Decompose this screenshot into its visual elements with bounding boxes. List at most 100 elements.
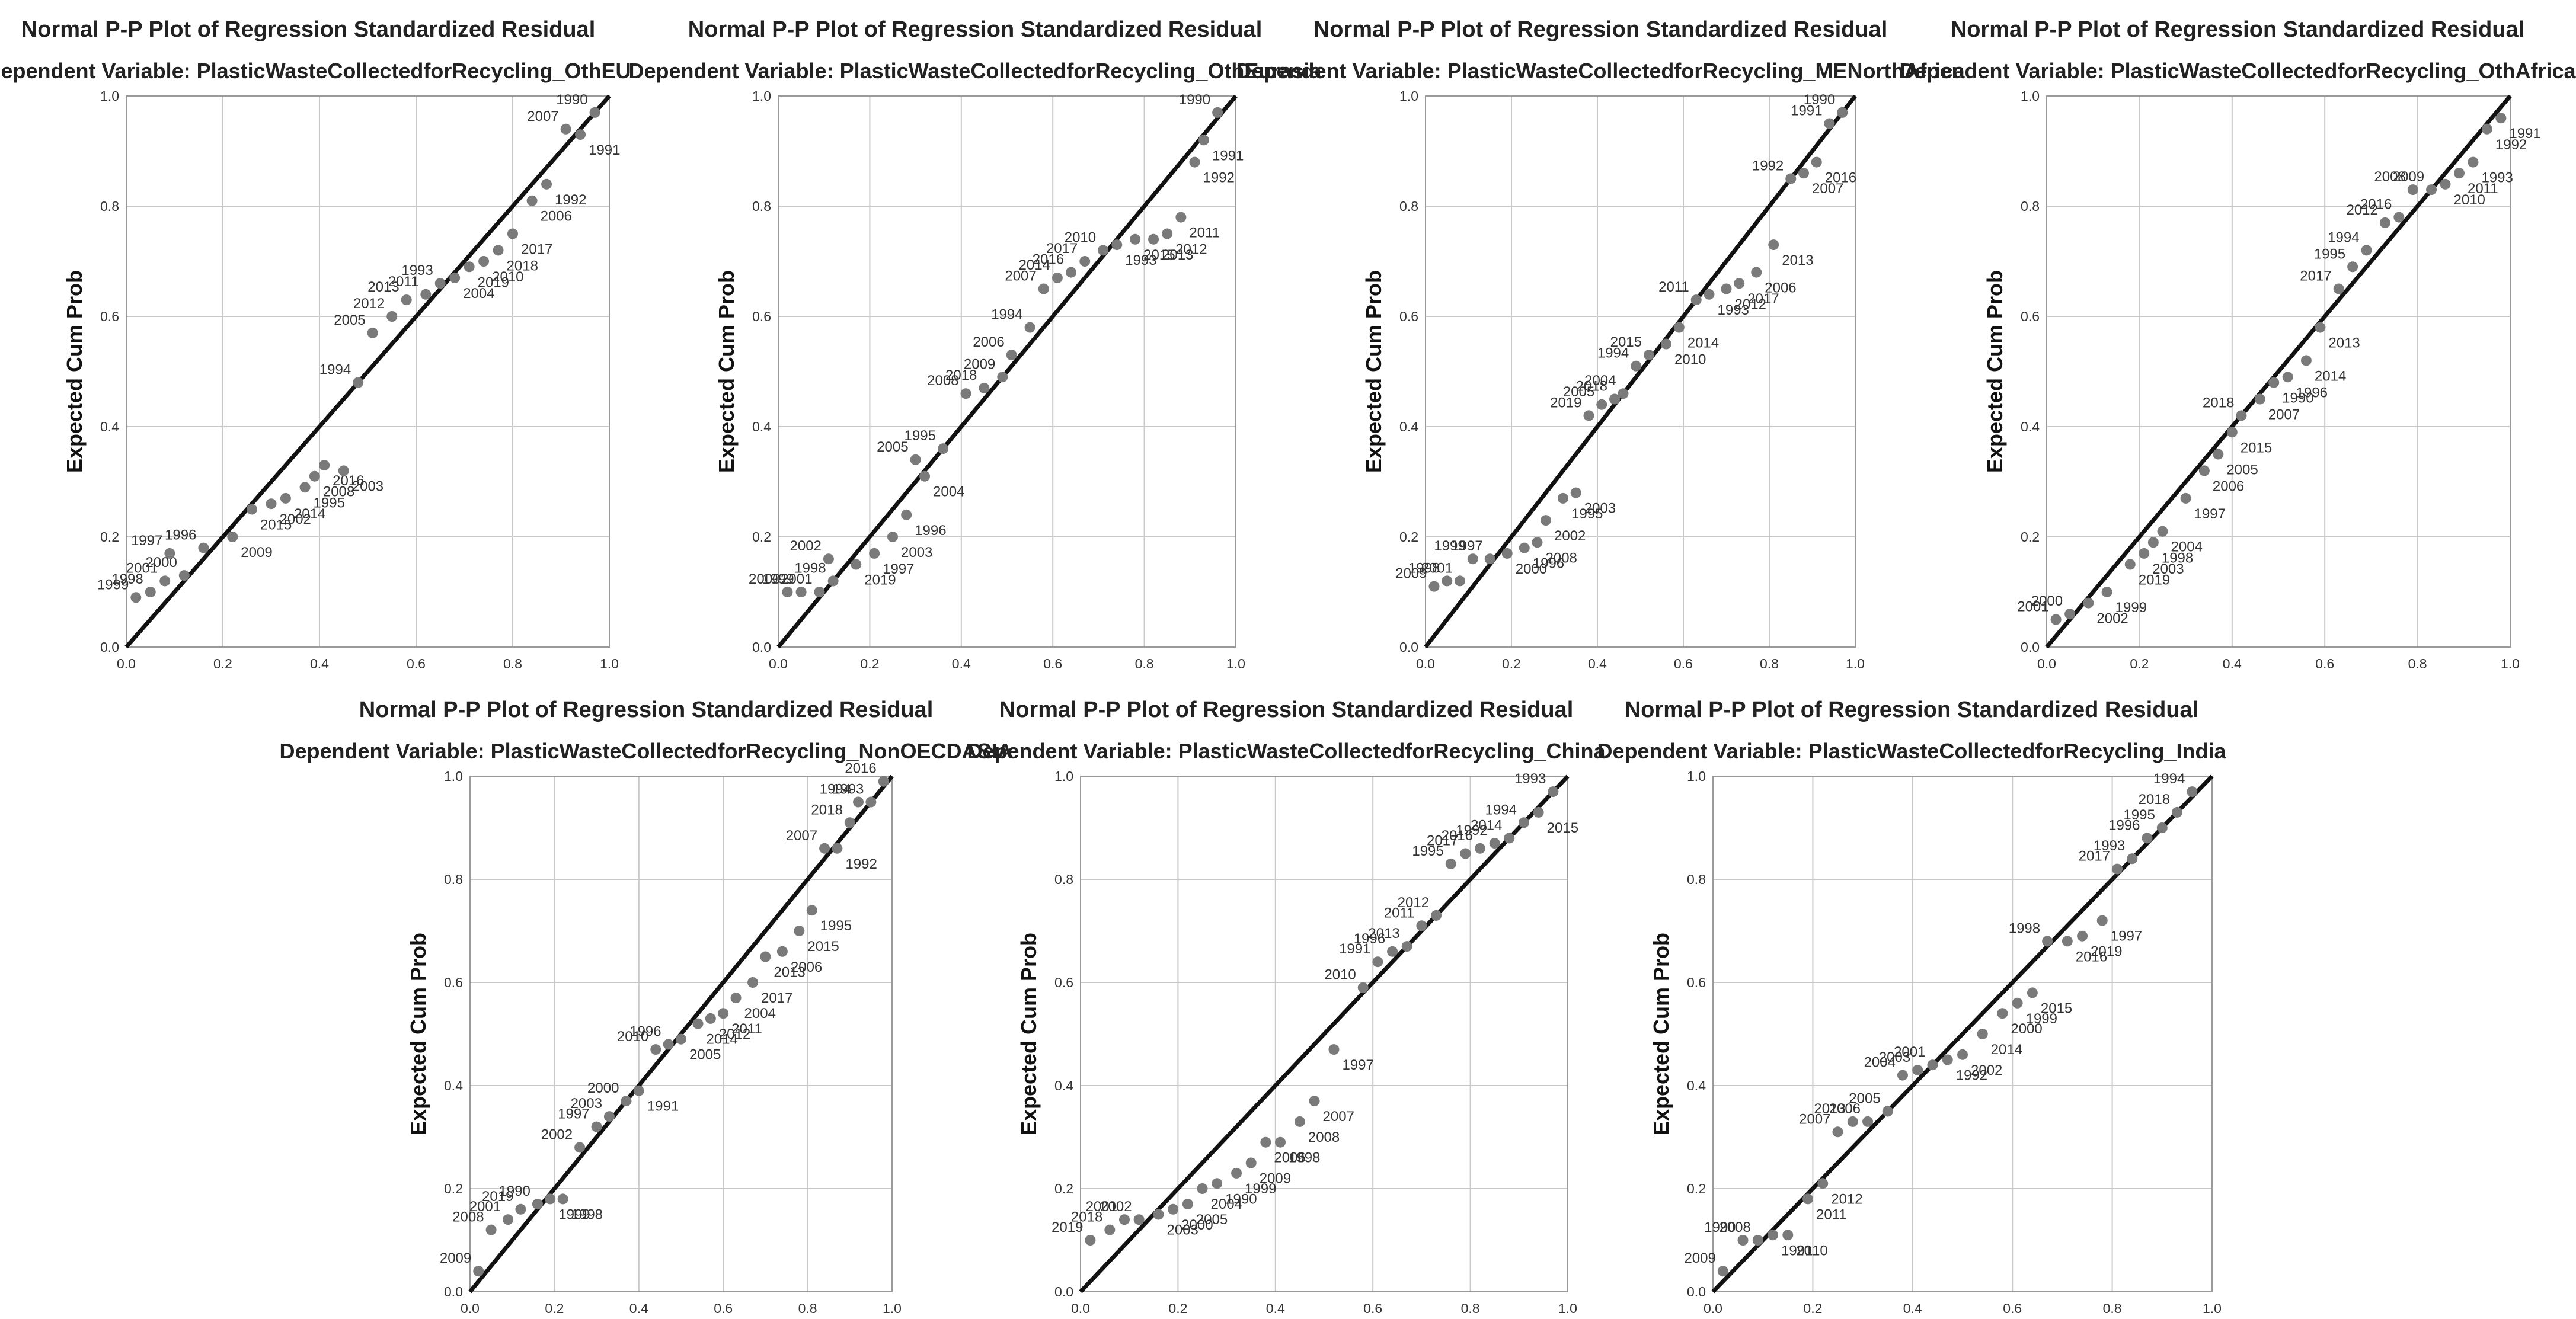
data-point	[1111, 239, 1123, 251]
point-label: 1998	[1408, 560, 1440, 576]
point-label: 2015	[1547, 820, 1578, 836]
point-label: 2003	[1584, 501, 1616, 517]
y-tick-label: 0.6	[2021, 309, 2040, 324]
data-point	[1231, 1167, 1242, 1179]
point-label: 1997	[558, 1106, 589, 1122]
y-tick-label: 0.0	[1054, 1284, 1073, 1299]
point-label: 2001	[126, 560, 158, 576]
data-point	[1189, 156, 1200, 168]
pp-plot-panel: Normal P-P Plot of Regression Standardiz…	[967, 697, 1606, 1316]
reference-line	[1079, 774, 1570, 1294]
point-label: 1997	[131, 533, 162, 549]
point-label: 2011	[1658, 279, 1689, 295]
data-point	[1768, 1230, 1779, 1241]
x-tick-label: 0.8	[503, 656, 522, 671]
data-point	[574, 1142, 586, 1153]
data-point	[130, 592, 142, 603]
data-point	[1357, 982, 1369, 993]
point-label: 1996	[2296, 385, 2328, 401]
data-point	[919, 470, 931, 482]
y-tick-label: 0.8	[1687, 872, 1706, 887]
data-point	[1501, 548, 1513, 559]
y-tick-label: 0.0	[1687, 1284, 1706, 1299]
data-point	[1504, 833, 1515, 844]
data-point	[1455, 575, 1465, 587]
data-point	[1038, 283, 1049, 294]
data-point	[1212, 1178, 1223, 1189]
point-label: 1992	[1456, 822, 1487, 838]
data-point	[819, 843, 830, 854]
data-point	[603, 1111, 615, 1122]
x-tick-label: 0.4	[1903, 1301, 1922, 1316]
point-label: 1995	[905, 428, 936, 444]
point-label: 2005	[877, 439, 908, 455]
data-point	[478, 256, 490, 267]
x-tick-label: 1.0	[1226, 656, 1245, 671]
point-label: 1998	[571, 1206, 603, 1222]
data-point	[1079, 256, 1091, 267]
data-point	[814, 587, 825, 597]
point-label: 2006	[1829, 1101, 1861, 1117]
data-point	[145, 587, 156, 597]
data-point	[2495, 113, 2507, 124]
data-point	[560, 123, 571, 135]
point-label: 1991	[1781, 1243, 1813, 1259]
data-point	[1837, 107, 1848, 118]
y-tick-label: 0.2	[1687, 1181, 1706, 1196]
point-label: 2011	[1384, 905, 1415, 921]
point-label: 1992	[1956, 1068, 1987, 1084]
point-label: 1999	[97, 577, 129, 593]
point-label: 2004	[1864, 1055, 1896, 1071]
data-point	[1609, 393, 1620, 405]
point-label: 2010	[1674, 352, 1706, 368]
y-tick-label: 1.0	[752, 88, 771, 104]
x-tick-label: 0.2	[545, 1301, 564, 1316]
point-label: 1999	[1434, 538, 1465, 554]
point-label: 2007	[1005, 268, 1036, 284]
y-tick-label: 1.0	[100, 88, 119, 104]
data-point	[1824, 118, 1835, 129]
point-label: 2006	[973, 334, 1004, 350]
point-label: 1995	[314, 495, 345, 511]
data-point	[1168, 1203, 1179, 1215]
point-label: 2001	[1421, 560, 1453, 576]
data-point	[730, 993, 742, 1004]
data-point	[386, 311, 398, 322]
plot-title: Normal P-P Plot of Regression Standardiz…	[1625, 697, 2199, 722]
reference-line	[1711, 774, 2214, 1294]
point-label: 1992	[1203, 170, 1235, 186]
data-point	[2027, 987, 2038, 998]
x-tick-label: 0.4	[1588, 656, 1607, 671]
data-point	[2213, 449, 2224, 460]
point-label: 2019	[2139, 572, 2170, 588]
data-point	[676, 1033, 686, 1045]
y-tick-label: 0.0	[1399, 639, 1418, 655]
data-point	[1401, 941, 1412, 952]
data-point	[575, 129, 586, 140]
point-label: 2010	[492, 269, 523, 285]
point-label: 2010	[617, 1029, 648, 1045]
plot-title: Normal P-P Plot of Regression Standardiz…	[21, 17, 596, 42]
point-label: 2013	[1782, 252, 1813, 268]
data-point	[2077, 930, 2088, 942]
y-tick-label: 0.0	[444, 1284, 463, 1299]
x-tick-label: 0.2	[2130, 656, 2149, 671]
y-tick-label: 0.2	[1399, 529, 1418, 545]
y-axis-label: Expected Cum Prob	[1983, 270, 2007, 473]
point-label: 1990	[499, 1183, 530, 1199]
point-label: 2018	[1576, 379, 1607, 395]
point-label: 1999	[558, 1206, 590, 1222]
point-label: 2008	[323, 484, 354, 500]
data-point	[1768, 239, 1779, 251]
point-label: 2016	[845, 761, 876, 777]
y-tick-label: 0.8	[100, 199, 119, 214]
point-label: 2005	[334, 312, 365, 328]
point-label: 1999	[2026, 1011, 2057, 1027]
point-label: 2000	[587, 1080, 619, 1096]
data-point	[319, 460, 330, 471]
x-tick-label: 0.6	[2003, 1301, 2022, 1316]
point-label: 2011	[388, 274, 419, 290]
data-point	[1997, 1008, 2008, 1019]
x-tick-label: 0.2	[1168, 1301, 1187, 1316]
data-point	[844, 817, 855, 828]
